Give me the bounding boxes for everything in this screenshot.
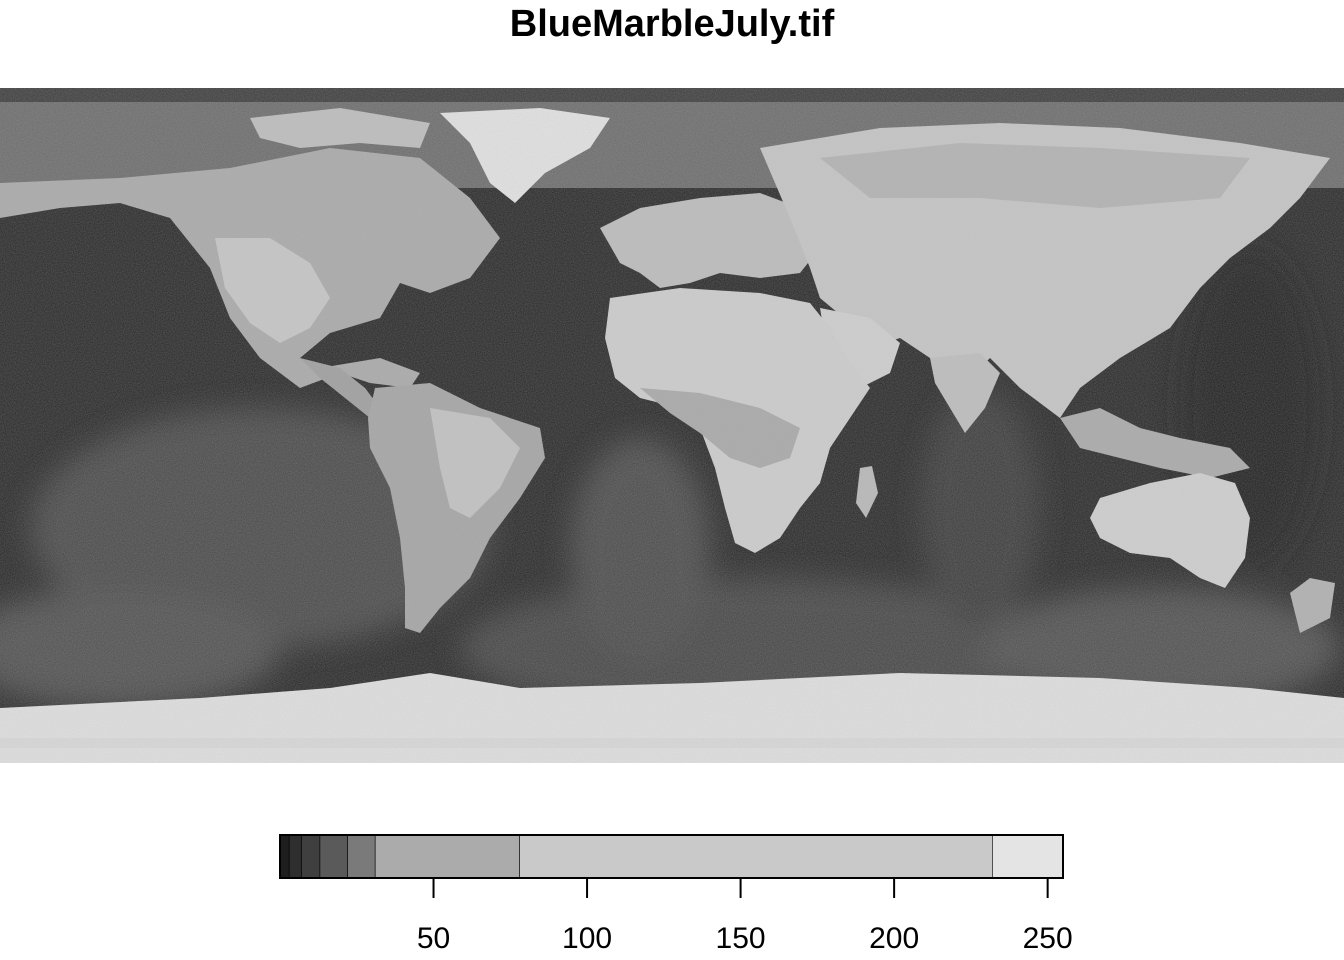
legend-tick-label-250: 250 — [1023, 922, 1073, 955]
plot-title: BlueMarbleJuly.tif — [509, 3, 835, 45]
legend-bin-1 — [288, 834, 302, 879]
legend-frame — [279, 834, 1064, 879]
legend-tick-label-150: 150 — [716, 922, 766, 955]
legend-bin-3 — [319, 834, 348, 879]
color-legend: 50 100 150 200 250 — [279, 834, 1073, 955]
legend-tick-label-200: 200 — [869, 922, 919, 955]
legend-bin-0 — [279, 834, 290, 879]
legend-bin-5 — [374, 834, 520, 879]
raster-map — [0, 88, 1344, 763]
legend-bin-2 — [301, 834, 321, 879]
legend-bin-7 — [992, 834, 1064, 879]
legend-bin-6 — [519, 834, 993, 879]
legend-tick-label-100: 100 — [562, 922, 612, 955]
legend-tick-label-50: 50 — [417, 922, 450, 955]
legend-ticks: 50 100 150 200 250 — [417, 878, 1073, 955]
raster-grain — [0, 88, 1344, 763]
legend-bin-4 — [347, 834, 376, 879]
legend-bins — [279, 834, 1064, 879]
